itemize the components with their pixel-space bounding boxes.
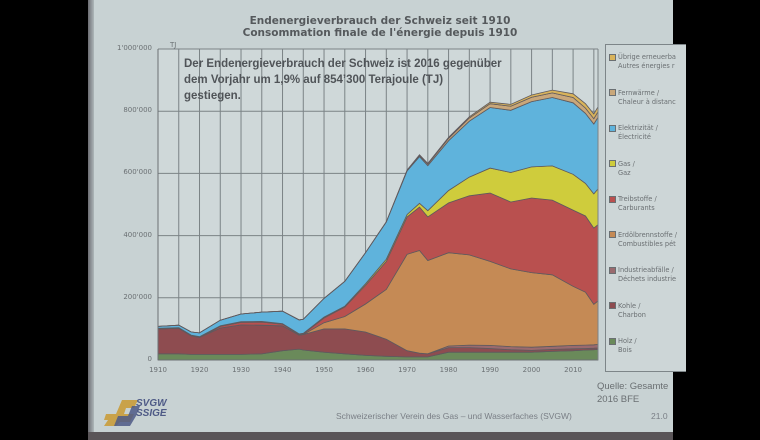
legend-swatch-icon xyxy=(609,89,616,96)
legend-item: Kohle / Charbon xyxy=(609,302,646,320)
legend-item: Elektrizität / Électricité xyxy=(609,124,658,142)
legend-label-fr: Combustibles pét xyxy=(618,239,676,248)
legend-swatch-icon xyxy=(609,160,616,167)
chart-title-french: Consommation finale de l'énergie depuis … xyxy=(242,27,518,39)
callout-line: gestiegen. xyxy=(184,90,241,102)
legend-label-fr: Bois xyxy=(618,346,632,354)
y-tick-label: 600'000 xyxy=(123,168,152,177)
x-tick-label: 1950 xyxy=(315,366,333,374)
x-tick-label: 2010 xyxy=(564,366,582,374)
legend-item: Holz / Bois xyxy=(609,337,637,355)
chart-title-german: Endenergieverbrauch der Schweiz seit 191… xyxy=(249,15,511,27)
legend-label: Industrieabfälle / xyxy=(618,266,674,274)
x-tick-label: 1910 xyxy=(149,366,167,374)
legend-label: Gas / xyxy=(618,159,635,168)
legend-label-fr: Déchets industrie xyxy=(618,275,677,283)
legend-item: Übrige erneuerba Autres énergies r xyxy=(609,53,676,71)
logo-line: SVGW xyxy=(136,398,167,409)
legend-swatch-icon xyxy=(609,124,616,132)
logo-text: SVGW SSIGE xyxy=(136,399,167,419)
callout-annotation: Der Endenergieverbrauch der Schweiz ist … xyxy=(184,56,524,104)
legend-item: Treibstoffe / Carburants xyxy=(609,195,657,213)
y-tick-label: 0 xyxy=(147,355,152,363)
svgw-logo-icon xyxy=(104,400,140,426)
y-tick-label: 400'000 xyxy=(123,230,152,239)
x-tick-label: 1990 xyxy=(481,366,499,374)
legend-label: Fernwärme / xyxy=(618,88,660,97)
x-tick-label: 1980 xyxy=(439,366,458,374)
legend-swatch-icon xyxy=(609,195,616,203)
legend-label: Treibstoffe / xyxy=(618,195,657,203)
legend-label: Kohle / xyxy=(618,301,641,310)
legend-label: Übrige erneuerba xyxy=(618,53,676,61)
legend-swatch-icon xyxy=(609,337,616,345)
screen-bottom-edge xyxy=(88,432,673,440)
legend-swatch-icon xyxy=(609,266,616,274)
footer-organization: Schweizerischer Verein des Gas – und Was… xyxy=(336,411,572,421)
legend-label-fr: Électricité xyxy=(618,133,651,141)
legend-item: Erdölbrennstoffe / Combustibles pét xyxy=(609,231,677,249)
x-tick-label: 1960 xyxy=(356,366,375,374)
x-tick-label: 1920 xyxy=(190,366,209,374)
footer-date: 21.0 xyxy=(651,411,668,421)
x-tick-label: 1930 xyxy=(232,366,250,374)
legend-label: Holz / xyxy=(618,337,637,345)
source-line: Quelle: Gesamte xyxy=(597,381,669,392)
x-tick-label: 1970 xyxy=(398,366,416,374)
y-tick-label: 200'000 xyxy=(123,292,152,301)
legend-label: Elektrizität / xyxy=(618,124,658,132)
source-note: Quelle: Gesamte 2016 BFE xyxy=(597,380,668,406)
legend-label-fr: Autres énergies r xyxy=(618,62,675,70)
legend-label-fr: Charbon xyxy=(618,310,646,319)
y-tick-label: 1'000'000 xyxy=(116,44,152,52)
legend-item: Fernwärme / Chaleur à distanc xyxy=(609,89,676,107)
legend-label-fr: Gaz xyxy=(618,168,631,177)
legend-label-fr: Chaleur à distanc xyxy=(618,97,676,106)
legend-item: Industrieabfälle / Déchets industrie xyxy=(609,266,676,284)
legend-swatch-icon xyxy=(609,53,616,61)
source-line: 2016 BFE xyxy=(597,394,640,405)
legend-label: Erdölbrennstoffe / xyxy=(618,230,677,239)
legend-item: Gas / Gaz xyxy=(609,160,635,178)
chart-legend: Übrige erneuerba Autres énergies r Fernwär… xyxy=(605,44,686,372)
y-axis-unit: TJ xyxy=(170,41,177,49)
callout-line: Der Endenergieverbrauch der Schweiz ist … xyxy=(184,58,502,70)
legend-label-fr: Carburants xyxy=(618,204,655,212)
logo-line: SSIGE xyxy=(136,408,167,419)
slide-edge-shadow xyxy=(88,0,94,440)
legend-swatch-icon xyxy=(609,231,616,238)
x-tick-label: 1940 xyxy=(273,366,292,374)
y-tick-label: 800'000 xyxy=(123,106,152,115)
x-tick-label: 2000 xyxy=(522,366,541,374)
legend-swatch-icon xyxy=(609,302,616,309)
callout-line: dem Vorjahr um 1,9% auf 854’300 Terajoul… xyxy=(184,74,444,86)
